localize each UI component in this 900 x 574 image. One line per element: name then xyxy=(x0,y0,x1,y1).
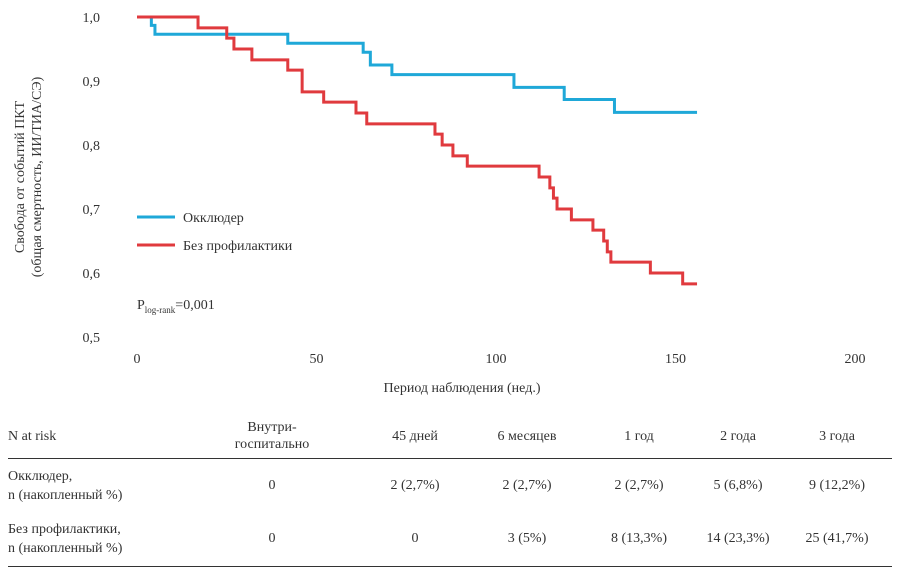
legend-label-1: Окклюдер xyxy=(183,211,244,226)
y-axis-label-line-1: Свобода от событий ПКТ xyxy=(13,100,28,253)
risk-cell: 0 xyxy=(411,531,419,547)
x-tick-label: 200 xyxy=(845,352,866,367)
risk-cell: 2 (2,7%) xyxy=(614,477,664,493)
risk-row-occluder: Окклюдер, n (накопленный %) 0 2 (2,7%) 2… xyxy=(8,459,892,513)
x-axis-label: Период наблюдения (нед.) xyxy=(384,381,541,396)
risk-cell: 8 (13,3%) xyxy=(611,531,667,547)
x-tick-label: 0 xyxy=(134,352,141,367)
risk-table-header: N at risk Внутри- госпитально 45 дней 6 … xyxy=(8,414,892,459)
risk-cell: 3 (5%) xyxy=(507,531,547,547)
risk-cell: 9 (12,2%) xyxy=(809,477,865,493)
risk-col-1-year: 1 год xyxy=(624,428,654,444)
y-axis-ticks: 0,5 0,6 0,7 0,8 0,9 1,0 xyxy=(83,11,101,346)
risk-cell: 5 (6,8%) xyxy=(713,477,763,493)
risk-cell: 0 xyxy=(268,477,276,493)
series-line-2 xyxy=(137,15,698,286)
risk-col-in-hospital-line-2: госпитально xyxy=(234,437,310,452)
y-axis-label: Свобода от событий ПКТ (общая смертность… xyxy=(13,76,45,277)
risk-row-label: Без профилактики, n (накопленный %) xyxy=(8,513,184,567)
risk-col-6-months: 6 месяцев xyxy=(497,428,557,444)
series-lines xyxy=(137,15,698,286)
risk-col-in-hospital-line-1: Внутри- xyxy=(247,420,297,435)
legend-label-2: Без профилактики xyxy=(183,239,293,254)
risk-col-45-days: 45 дней xyxy=(392,428,438,444)
risk-cell: 0 xyxy=(268,531,276,547)
risk-row-label-line-2: n (накопленный %) xyxy=(8,541,123,557)
y-tick-label: 0,8 xyxy=(83,139,101,154)
risk-cell: 14 (23,3%) xyxy=(706,531,770,547)
x-tick-label: 50 xyxy=(310,352,324,367)
y-tick-label: 0,5 xyxy=(83,331,101,346)
y-axis-label-line-2: (общая смертность, ИИ/ТИА/СЭ) xyxy=(30,76,45,277)
y-tick-label: 0,9 xyxy=(83,75,101,90)
x-tick-label: 150 xyxy=(665,352,686,367)
risk-row-label-line-2: n (накопленный %) xyxy=(8,487,123,503)
risk-cell: 25 (41,7%) xyxy=(805,531,869,547)
risk-col-3-years: 3 года xyxy=(819,428,855,444)
p-value-test: log-rank xyxy=(145,305,176,315)
y-tick-label: 0,7 xyxy=(83,203,101,218)
risk-col-in-hospital: Внутри- госпитально xyxy=(184,414,360,459)
survival-chart: 0,5 0,6 0,7 0,8 0,9 1,0 0 50 100 150 200 Период н… xyxy=(13,11,866,396)
p-value-annotation: Plog-rank=0,001 xyxy=(137,298,215,315)
p-value-number: =0,001 xyxy=(175,298,214,313)
legend: Окклюдер Без профилактики xyxy=(137,211,293,254)
risk-col-2-years: 2 года xyxy=(720,428,756,444)
risk-table-header-label: N at risk xyxy=(8,428,57,444)
x-tick-label: 100 xyxy=(486,352,507,367)
risk-row-label-line-1: Без профилактики, xyxy=(8,522,121,538)
p-value-symbol: P xyxy=(137,298,145,313)
y-tick-label: 0,6 xyxy=(83,267,101,282)
x-axis-ticks: 0 50 100 150 200 xyxy=(134,352,866,367)
risk-row-label: Окклюдер, n (накопленный %) xyxy=(8,459,184,513)
y-tick-label: 1,0 xyxy=(83,11,101,26)
risk-table: N at risk Внутри- госпитально 45 дней 6 … xyxy=(8,414,892,567)
risk-cell: 2 (2,7%) xyxy=(502,477,552,493)
series-line-1 xyxy=(137,15,698,114)
risk-cell: 2 (2,7%) xyxy=(390,477,440,493)
risk-row-label-line-1: Окклюдер, xyxy=(8,468,73,484)
risk-row-no-prophylaxis: Без профилактики, n (накопленный %) 0 0 … xyxy=(8,513,892,567)
